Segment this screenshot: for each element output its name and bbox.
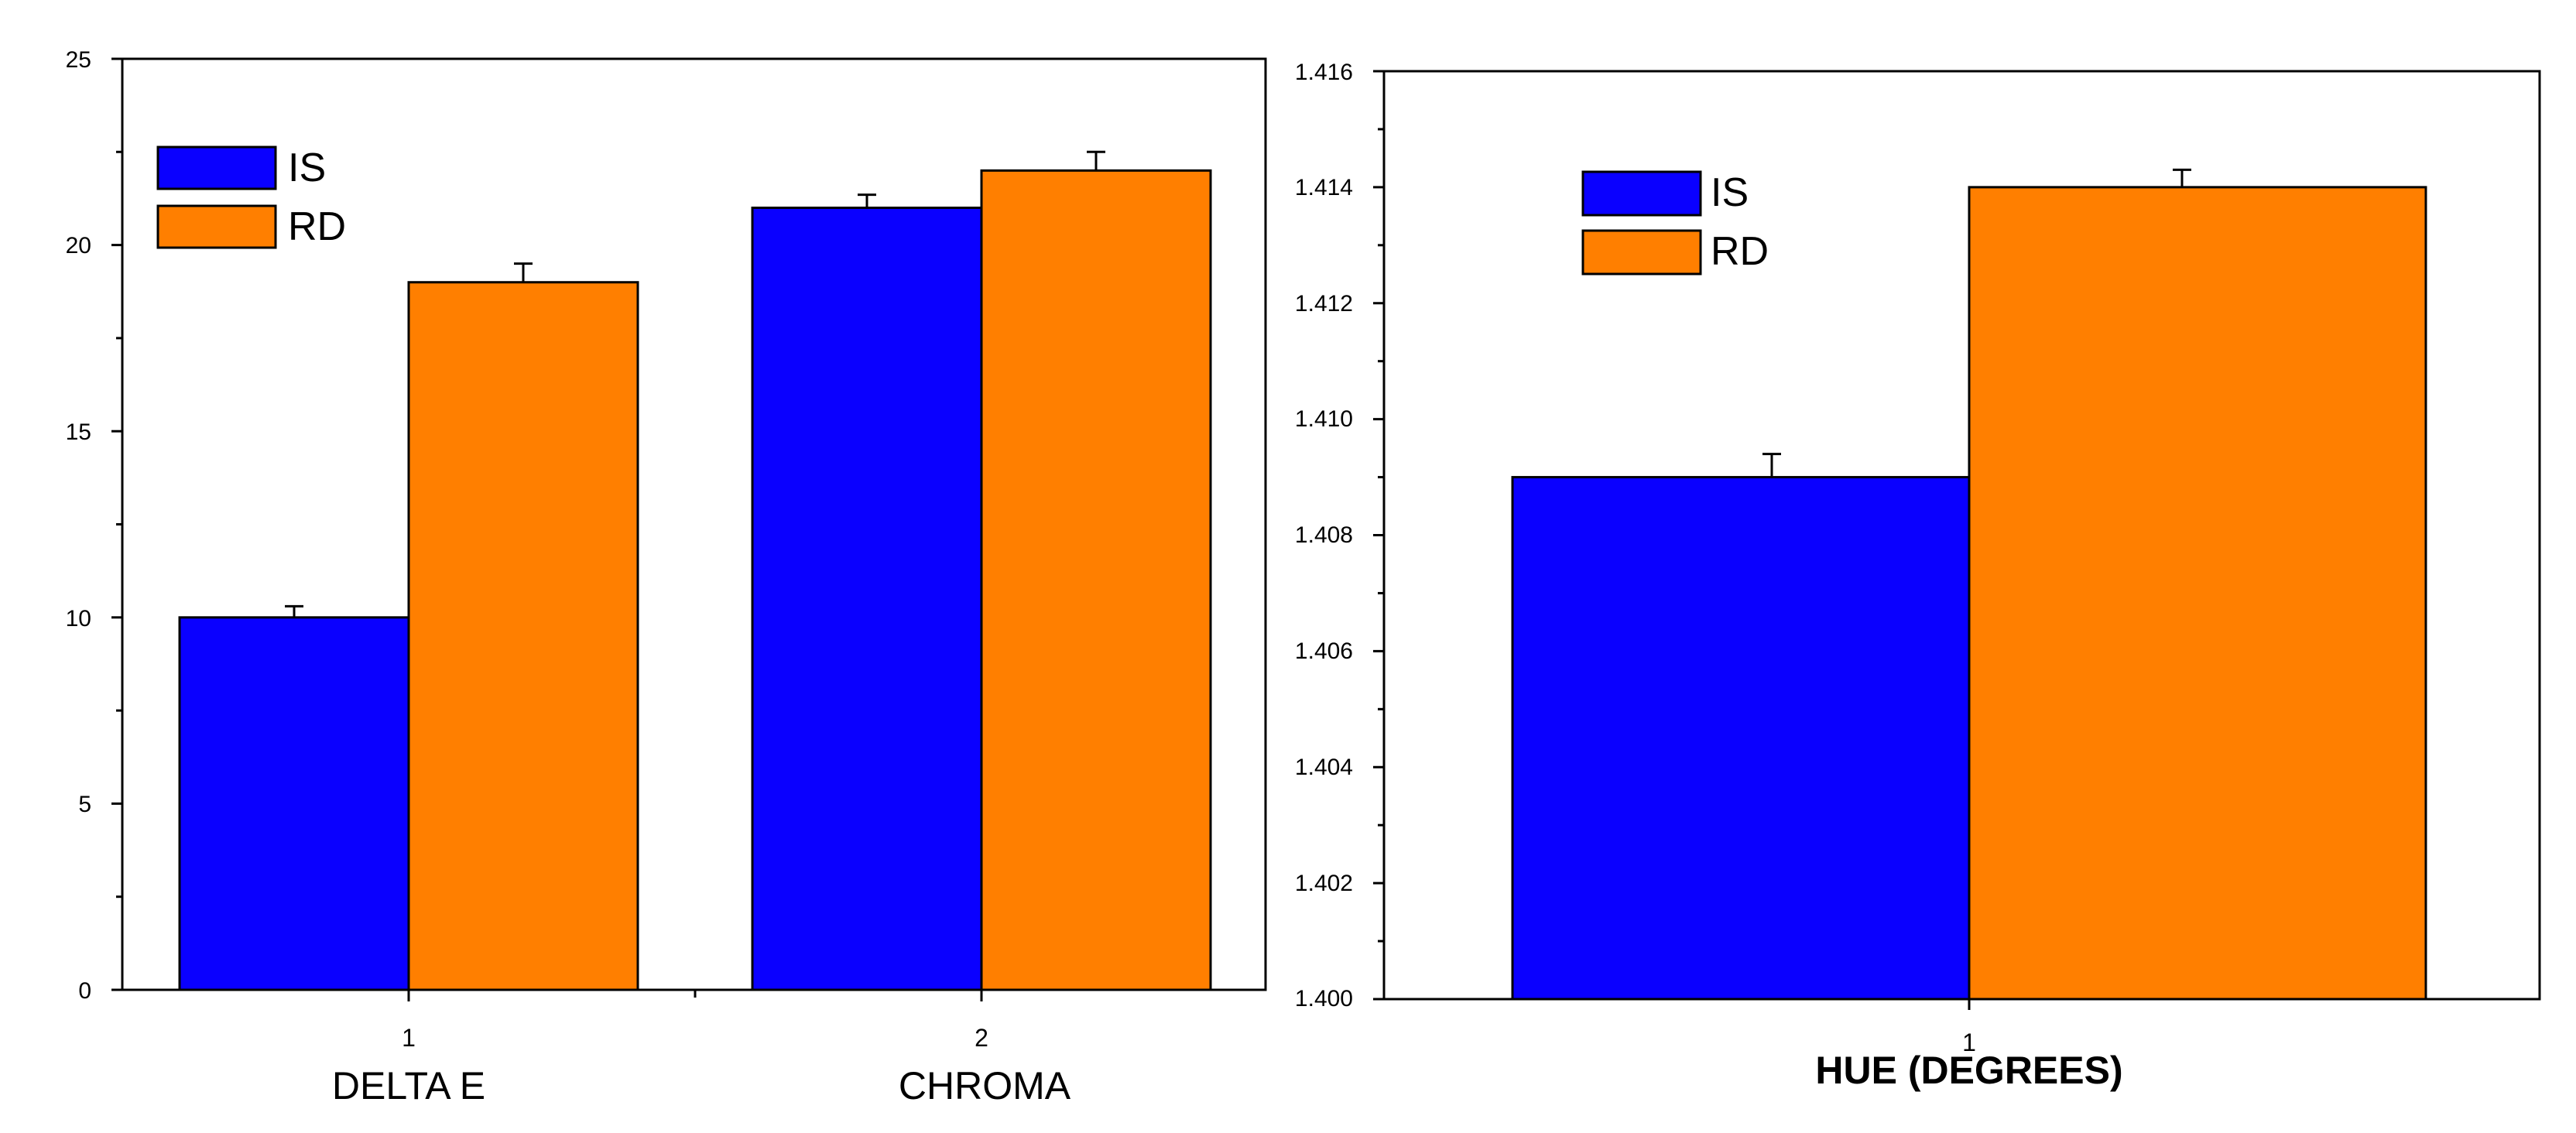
legend-label-rd: RD <box>288 204 346 249</box>
left-x-tick-label: 1 <box>402 1024 416 1052</box>
left-y-tick-label: 5 <box>78 792 91 817</box>
right-y-tick-label: 1.400 <box>1295 986 1353 1011</box>
error-bar-is-chroma <box>858 193 876 208</box>
right-y-tick-label: 1.410 <box>1295 406 1353 432</box>
left-x-tick-label: 2 <box>975 1024 988 1052</box>
error-bar-is-delta-e <box>285 604 303 618</box>
right-y-tick-label: 1.412 <box>1295 291 1353 317</box>
right-y-tick-label: 1.402 <box>1295 871 1353 896</box>
bar-rd-hue <box>1968 186 2427 1001</box>
right-y-tick-label: 1.414 <box>1295 175 1353 200</box>
right-x-axis-title: HUE (DEGREES) <box>1815 1049 2122 1092</box>
bar-is-hue <box>1511 476 1971 1001</box>
chart-left: 0 5 10 15 20 25 1 2 DELTA E CHROMA IS RD <box>66 47 1267 1107</box>
legend-label-is: IS <box>288 145 326 190</box>
legend-swatch-is <box>1581 170 1702 217</box>
left-y-tick-label: 25 <box>66 47 91 73</box>
legend-swatch-rd <box>156 204 277 249</box>
legend-swatch-is <box>156 145 277 190</box>
left-y-tick-label: 20 <box>66 233 91 258</box>
right-y-tick-label: 1.408 <box>1295 522 1353 548</box>
bar-is-chroma <box>751 206 983 991</box>
right-y-tick-label: 1.406 <box>1295 638 1353 664</box>
left-y-tick-label: 10 <box>66 606 91 632</box>
left-y-tick-label: 15 <box>66 419 91 445</box>
category-label-chroma: CHROMA <box>899 1064 1071 1107</box>
error-bar-rd-hue <box>2173 168 2191 187</box>
right-x-tick-label: 1 <box>1962 1029 1976 1056</box>
left-y-tick-label: 0 <box>78 978 91 1004</box>
chart-right: 1.400 1.402 1.404 1.406 1.408 1.410 1.41… <box>1295 60 2541 1092</box>
right-y-tick-label: 1.404 <box>1295 755 1353 780</box>
right-legend: IS RD <box>1581 170 1769 276</box>
right-y-tick-label: 1.416 <box>1295 60 1353 85</box>
category-label-delta-e: DELTA E <box>332 1064 485 1107</box>
bar-is-delta-e <box>178 616 410 991</box>
error-bar-rd-delta-e <box>514 262 533 282</box>
tick-layer <box>111 57 1384 1001</box>
error-bar-rd-chroma <box>1087 150 1105 171</box>
bar-rd-chroma <box>980 169 1212 991</box>
legend-label-is: IS <box>1711 170 1749 215</box>
bar-rd-delta-e <box>407 281 639 991</box>
left-legend: IS RD <box>156 145 346 249</box>
legend-swatch-rd <box>1581 229 1702 276</box>
error-bar-is-hue <box>1762 453 1781 478</box>
legend-label-rd: RD <box>1711 229 1769 274</box>
